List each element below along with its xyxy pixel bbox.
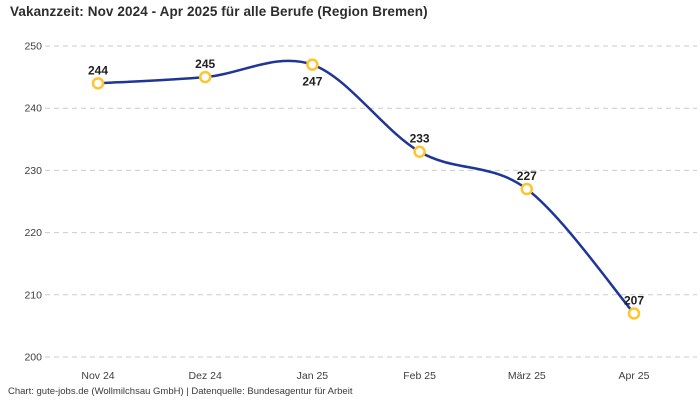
y-tick-label: 220 — [24, 227, 42, 239]
data-point-label: 233 — [410, 132, 430, 146]
data-point-label: 247 — [302, 75, 322, 89]
data-point-marker — [627, 307, 641, 320]
data-point-marker — [413, 145, 426, 158]
chart-title: Vakanzzeit: Nov 2024 - Apr 2025 für alle… — [10, 4, 428, 19]
series-line — [96, 59, 636, 315]
data-point-label: 207 — [624, 293, 644, 307]
y-tick-label: 250 — [24, 41, 42, 53]
y-tick-label: 210 — [24, 289, 42, 301]
chart-attribution: Chart: gute-jobs.de (Wollmilchsau GmbH) … — [8, 386, 353, 397]
x-tick-label: Dez 24 — [189, 370, 222, 382]
x-tick-label: Nov 24 — [81, 370, 114, 382]
data-point-marker — [91, 77, 105, 90]
x-tick-label: Jan 25 — [297, 370, 329, 382]
data-point-marker — [520, 182, 534, 196]
x-tick-label: Feb 25 — [403, 370, 436, 382]
data-point-label: 245 — [195, 57, 215, 71]
y-tick-label: 240 — [24, 103, 42, 115]
y-tick-label: 230 — [24, 165, 42, 177]
data-point-label: 227 — [517, 169, 537, 183]
data-point-marker — [306, 58, 319, 71]
x-tick-label: Apr 25 — [619, 370, 650, 382]
data-point-marker — [198, 70, 212, 84]
data-point-label: 244 — [88, 63, 108, 77]
y-tick-label: 200 — [24, 352, 42, 364]
x-tick-label: März 25 — [508, 370, 546, 382]
